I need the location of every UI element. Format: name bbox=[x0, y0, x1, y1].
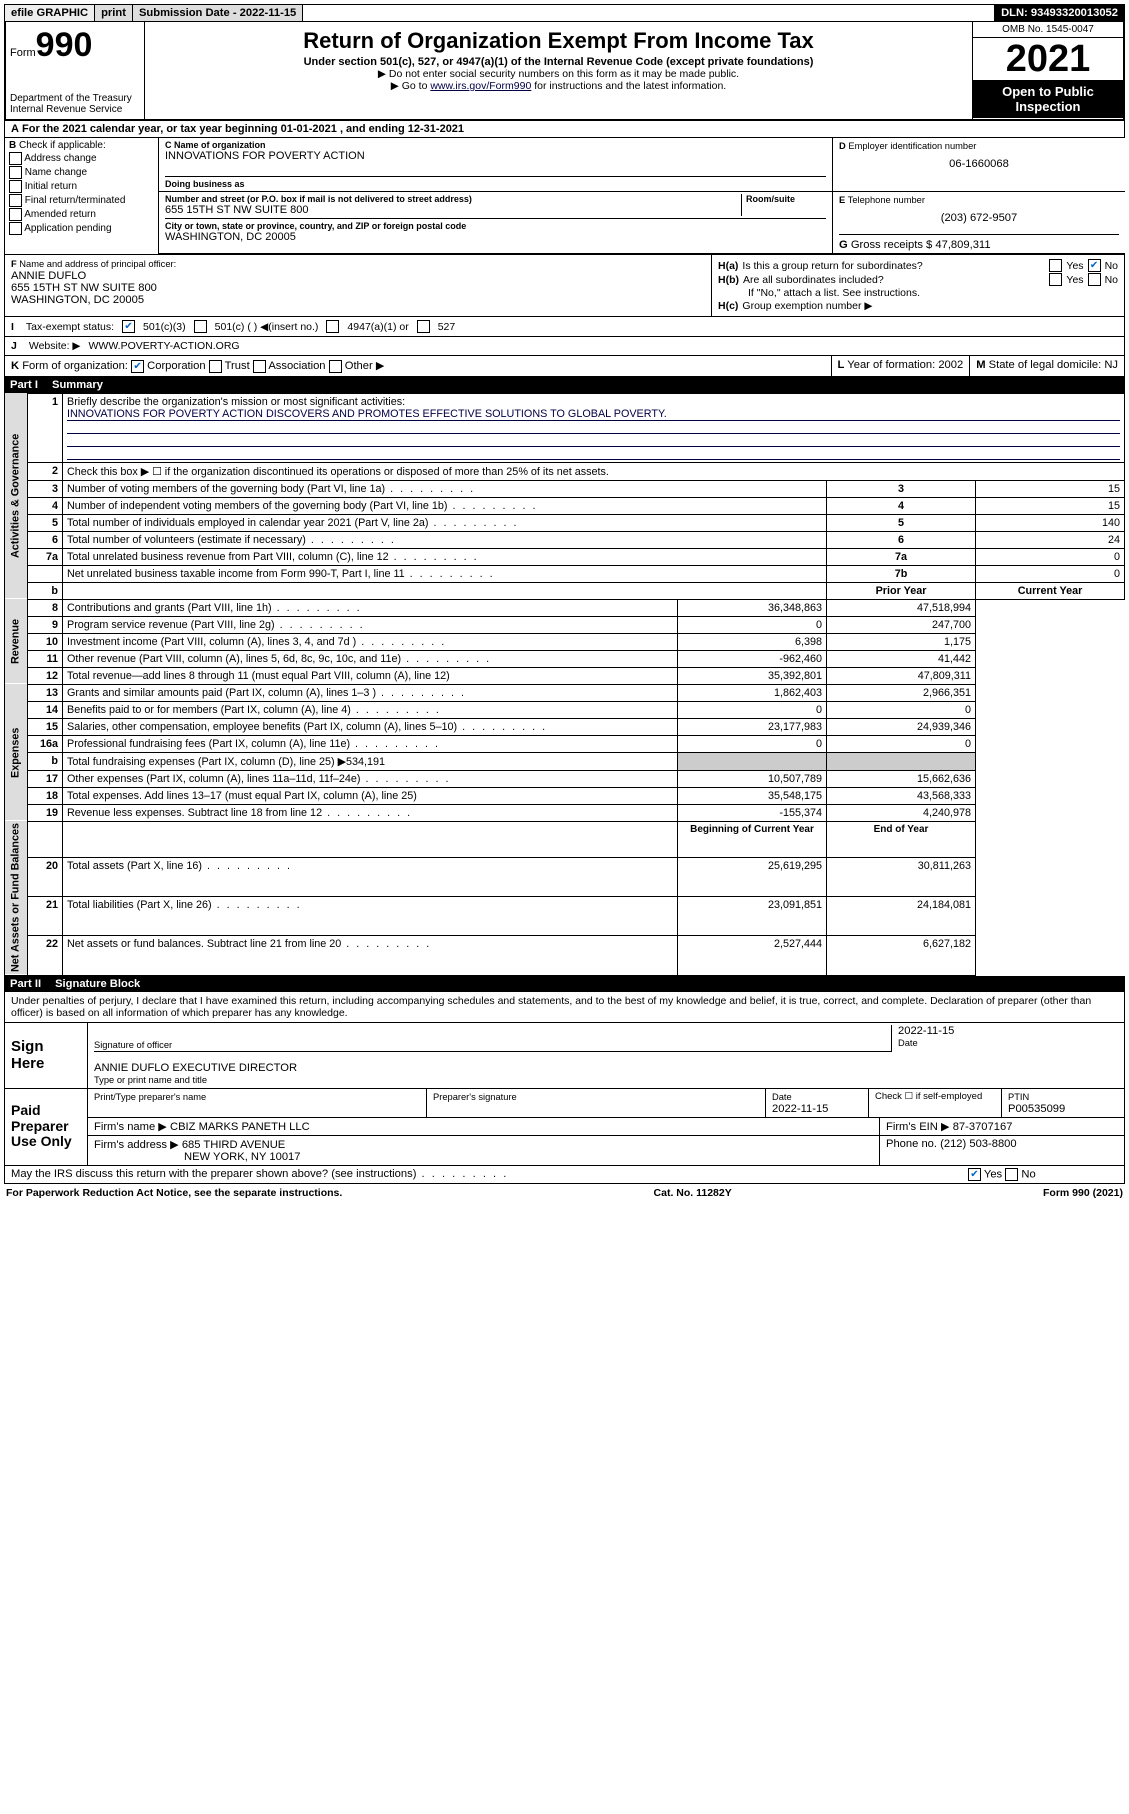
org-name-box: C Name of organization INNOVATIONS FOR P… bbox=[159, 138, 833, 191]
group-return-box: H(a) Is this a group return for subordin… bbox=[712, 255, 1124, 316]
title-block: Return of Organization Exempt From Incom… bbox=[145, 22, 972, 119]
phone-box: E Telephone number (203) 672-9507 G Gros… bbox=[833, 192, 1125, 253]
officer-group-block: F Name and address of principal officer:… bbox=[4, 255, 1125, 317]
dln: DLN: 93493320013052 bbox=[995, 5, 1124, 21]
summary-table: Activities & Governance 1 Briefly descri… bbox=[4, 393, 1125, 976]
page-footer: For Paperwork Reduction Act Notice, see … bbox=[4, 1184, 1125, 1202]
submission-date: Submission Date - 2022-11-15 bbox=[133, 5, 303, 21]
instructions-link[interactable]: www.irs.gov/Form990 bbox=[430, 80, 531, 92]
row-j-website: JWebsite: ▶ WWW.POVERTY-ACTION.ORG bbox=[4, 337, 1125, 356]
part1-header: Part ISummary bbox=[4, 377, 1125, 393]
part2-header: Part IISignature Block bbox=[4, 976, 1125, 992]
row-klm: K Form of organization: Corporation Trus… bbox=[4, 356, 1125, 377]
top-bar: efile GRAPHIC print Submission Date - 20… bbox=[4, 4, 1125, 22]
row-a-tax-year: A For the 2021 calendar year, or tax yea… bbox=[4, 121, 1125, 138]
signature-block: Under penalties of perjury, I declare th… bbox=[4, 992, 1125, 1184]
form-id-block: Form990 Department of the Treasury Inter… bbox=[6, 22, 145, 119]
ein-box: D Employer identification number 06-1660… bbox=[833, 138, 1125, 191]
spacer bbox=[303, 5, 995, 21]
entity-block: B Check if applicable: Address change Na… bbox=[4, 138, 1125, 255]
form-header: Form990 Department of the Treasury Inter… bbox=[4, 22, 1125, 121]
row-i-tax-status: ITax-exempt status: 501(c)(3) 501(c) ( )… bbox=[4, 317, 1125, 337]
principal-officer: F Name and address of principal officer:… bbox=[5, 255, 712, 316]
box-b-checkboxes: B Check if applicable: Address change Na… bbox=[4, 138, 159, 254]
efile-label: efile GRAPHIC bbox=[5, 5, 95, 21]
address-box: Number and street (or P.O. box if mail i… bbox=[159, 192, 833, 253]
print-button[interactable]: print bbox=[95, 5, 133, 21]
year-block: OMB No. 1545-0047 2021 Open to Public In… bbox=[972, 22, 1123, 119]
form-title: Return of Organization Exempt From Incom… bbox=[153, 28, 964, 54]
